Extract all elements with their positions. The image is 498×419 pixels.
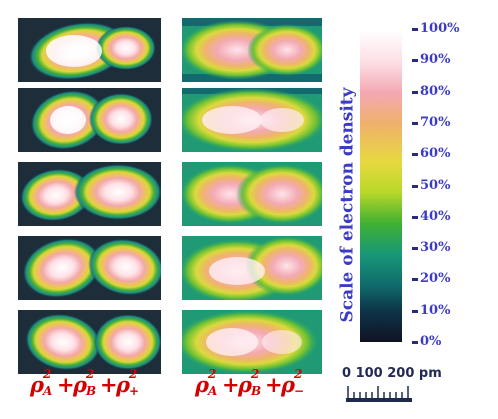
scale-tick-label: 10% <box>420 302 451 318</box>
scale-tick-mark <box>412 184 418 188</box>
formula-left: ρ 2 A +ρ 2 B +ρ 2 + <box>30 367 140 398</box>
scale-tick-mark <box>412 90 418 94</box>
density-map-right-5 <box>182 310 322 374</box>
scale-tick-label: 30% <box>420 240 451 256</box>
scale-tick-label: 20% <box>420 271 451 287</box>
scale-tick-label: 80% <box>420 83 451 99</box>
scale-tick-mark <box>412 59 418 63</box>
scale-tick-mark <box>412 278 418 282</box>
scale-tick-mark <box>412 153 418 157</box>
formula-right: ρ 2 A +ρ 2 B +ρ 2− <box>195 367 305 398</box>
scale-tick-mark <box>412 215 418 219</box>
scale-tick-mark <box>412 247 418 251</box>
scale-tick-label: 40% <box>420 208 451 224</box>
density-map-left-3 <box>18 162 161 226</box>
density-map-right-3 <box>182 162 322 226</box>
scale-tick-mark <box>412 121 418 125</box>
density-map-left-1 <box>18 18 161 82</box>
scale-title: Scale of electron density <box>338 87 359 323</box>
scale-tick-mark <box>412 309 418 313</box>
density-map-right-4 <box>182 236 322 300</box>
density-map-right-2 <box>182 88 322 152</box>
scale-tick-label: 90% <box>420 52 451 68</box>
scale-tick-mark <box>412 341 418 344</box>
scale-tick-label: 60% <box>420 146 451 162</box>
scalebar <box>346 386 412 402</box>
scale-tick-label: 0% <box>420 334 442 349</box>
density-map-right-1 <box>182 18 322 82</box>
scale-tick-label: 70% <box>420 114 451 130</box>
scale-tick-label: 50% <box>420 177 451 193</box>
scalebar-label: 0 100 200 pm <box>342 366 442 381</box>
scale-tick-mark <box>412 28 418 31</box>
density-map-left-4 <box>18 236 161 300</box>
density-map-left-2 <box>18 88 161 152</box>
scale-tick-label: 100% <box>420 21 460 36</box>
color-scale-bar <box>360 30 402 342</box>
density-map-left-5 <box>18 310 161 374</box>
